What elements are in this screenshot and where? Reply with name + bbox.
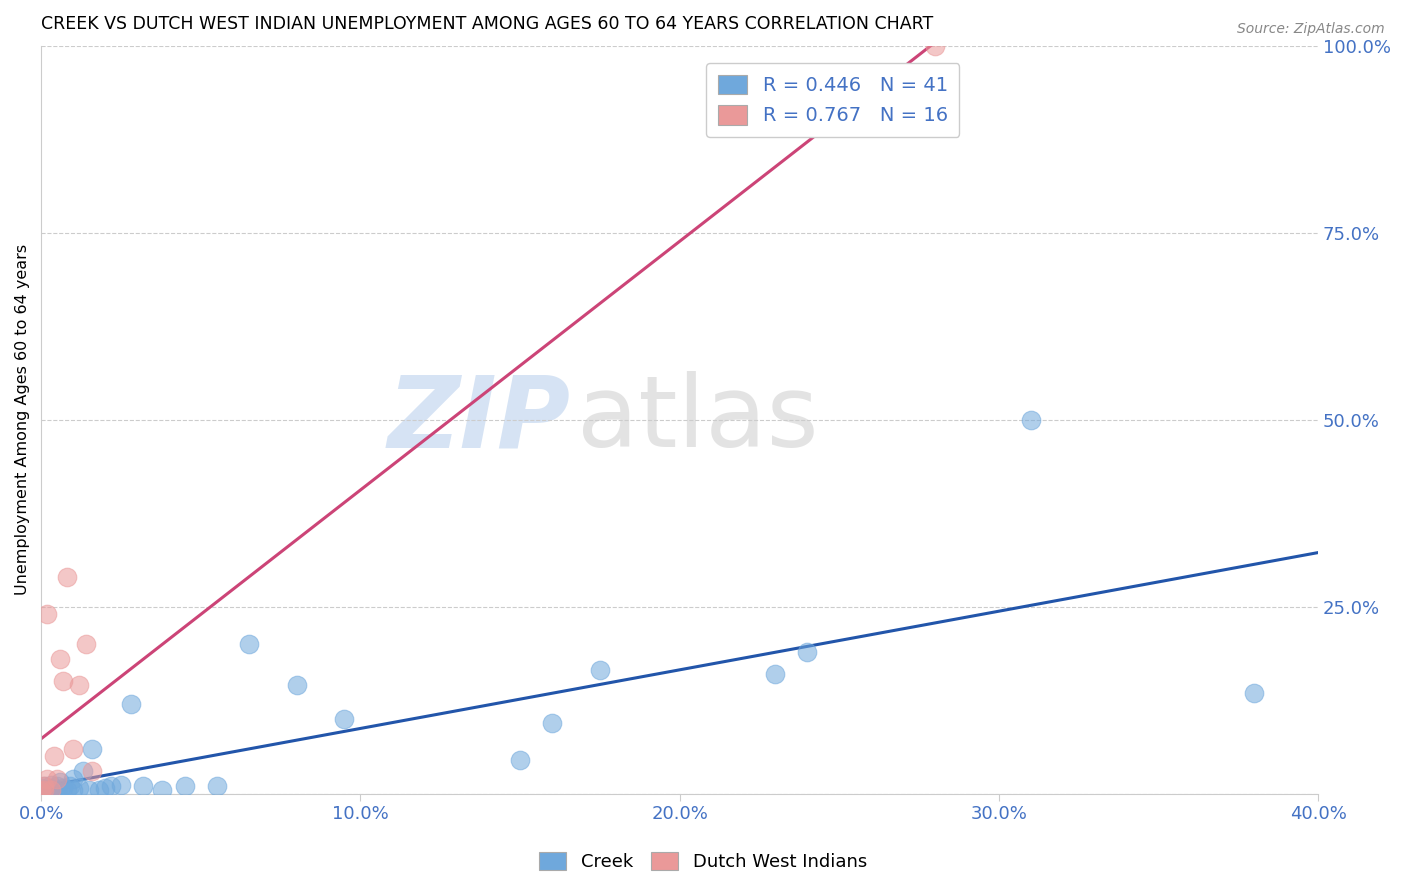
Point [509,753,531,767]
Point [52,780,75,795]
Point [52,674,75,689]
Point [110,778,132,792]
Point [173,779,195,793]
Point [205,779,228,793]
Text: Source: ZipAtlas.com: Source: ZipAtlas.com [1237,22,1385,37]
Point [49,652,72,666]
Point [94,780,117,795]
Point [42,749,65,764]
Point [132,779,155,793]
Point [763,667,786,681]
Text: CREEK VS DUTCH WEST INDIAN UNEMPLOYMENT AMONG AGES 60 TO 64 YEARS CORRELATION CH: CREEK VS DUTCH WEST INDIAN UNEMPLOYMENT … [41,15,934,33]
Point [59,779,82,793]
Point [100,779,122,793]
Point [39,780,62,795]
Point [49,783,72,797]
Point [62,783,84,797]
Point [46,772,69,786]
Point [67,678,90,692]
Point [75,637,97,651]
Point [34,779,56,793]
Text: ZIP: ZIP [388,371,571,468]
Point [37,607,59,622]
Point [34,783,56,797]
Point [152,783,174,797]
Point [589,663,612,677]
Point [55,783,77,797]
Point [39,783,62,797]
Point [34,784,56,798]
Point [39,778,62,792]
Point [55,570,77,584]
Point [37,772,59,786]
Point [796,644,818,658]
Point [30,784,52,798]
Legend: Creek, Dutch West Indians: Creek, Dutch West Indians [531,845,875,879]
Point [72,764,94,779]
Point [82,764,104,779]
Y-axis label: Unemployment Among Ages 60 to 64 years: Unemployment Among Ages 60 to 64 years [15,244,30,595]
Point [924,38,946,53]
Point [46,779,69,793]
Point [82,741,104,756]
Point [333,712,356,726]
Point [30,783,52,797]
Legend: R = 0.446   N = 41, R = 0.767   N = 16: R = 0.446 N = 41, R = 0.767 N = 16 [706,62,959,137]
Point [37,783,59,797]
Point [541,715,564,730]
Text: atlas: atlas [578,371,820,468]
Point [49,775,72,789]
Point [77,783,100,797]
Point [34,779,56,793]
Point [87,783,110,797]
Point [1019,412,1042,426]
Point [120,697,142,711]
Point [46,784,69,798]
Point [67,780,90,795]
Point [1243,686,1265,700]
Point [42,783,65,797]
Point [30,785,52,799]
Point [62,772,84,786]
Point [62,741,84,756]
Point [238,637,260,651]
Point [30,780,52,795]
Point [285,678,308,692]
